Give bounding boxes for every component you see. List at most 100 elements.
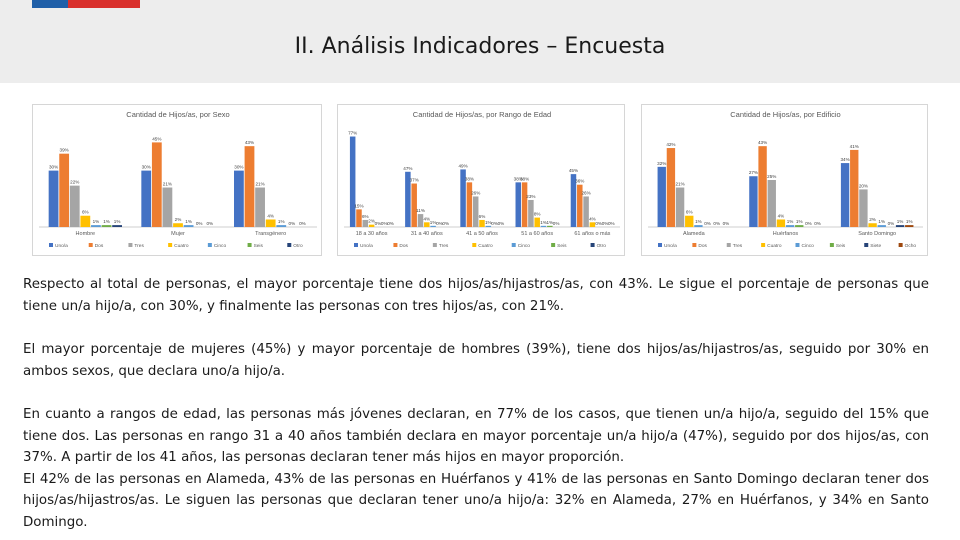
bar <box>80 215 91 227</box>
legend-swatch <box>726 243 731 247</box>
data-label: 20% <box>859 183 868 188</box>
legend-entry: Dos <box>95 243 104 249</box>
data-label: 0% <box>442 221 449 226</box>
legend-entry: Uno/a <box>664 243 677 249</box>
bar <box>265 219 276 227</box>
data-label: 4% <box>267 213 274 218</box>
data-label: 47% <box>403 166 412 171</box>
category-label: Hombre <box>76 231 96 237</box>
legend-swatch <box>658 243 662 247</box>
category-label: Santo Domingo <box>858 231 896 237</box>
legend-entry: Cuatro <box>478 243 493 249</box>
data-label: 41% <box>850 144 859 149</box>
bar <box>472 196 479 227</box>
data-label: 0% <box>381 221 388 226</box>
legend-entry: Dos <box>399 243 408 249</box>
data-label: 21% <box>675 182 684 187</box>
data-label: 38% <box>514 176 523 181</box>
data-label: 2% <box>368 219 375 224</box>
bar <box>411 183 417 227</box>
legend-swatch <box>393 243 398 247</box>
data-label: 4% <box>778 213 785 218</box>
bar <box>151 142 162 227</box>
data-label: 4% <box>589 216 596 221</box>
data-label: 0% <box>491 221 498 226</box>
legend-entry: Otro <box>597 243 607 249</box>
data-label: 1% <box>185 219 192 224</box>
data-label: 23% <box>526 194 535 199</box>
bar <box>877 225 886 227</box>
data-label: 43% <box>245 140 254 145</box>
chart-hijos-por-sexo-svg: Cantidad de Hijos/as, por Sexo 30% 39% 22% 6… <box>39 110 317 249</box>
bar <box>895 225 905 227</box>
bar <box>356 209 362 227</box>
legend-entry: Uno/a <box>360 243 373 249</box>
legend-swatch <box>692 243 697 247</box>
bar <box>48 170 59 227</box>
legend-swatch <box>795 243 800 247</box>
data-label: 1% <box>787 219 794 224</box>
data-label: 1% <box>103 219 110 224</box>
paragraph-edad-text: En cuanto a rangos de edad, las personas… <box>23 407 929 466</box>
legend-swatch <box>128 243 133 247</box>
chart-title: Cantidad de Hijos/as, por Sexo <box>126 110 229 119</box>
data-label: 26% <box>471 190 480 195</box>
data-label: 1% <box>878 219 885 224</box>
legend-swatch <box>511 243 516 247</box>
data-label: 6% <box>82 210 89 215</box>
bar <box>234 170 244 227</box>
category-label: Mujer <box>171 231 185 237</box>
header-bar: II. Análisis Indicadores – Encuesta <box>0 0 960 83</box>
data-label: 32% <box>657 161 666 166</box>
data-label: 1% <box>114 219 121 224</box>
legend-swatch <box>551 243 556 247</box>
data-label: 1% <box>540 220 547 225</box>
bar <box>749 176 758 227</box>
data-label: 15% <box>354 203 363 208</box>
data-label: 30% <box>142 165 151 170</box>
bar <box>485 225 492 227</box>
bar <box>905 225 914 227</box>
chart-hijos-por-edificio: Cantidad de Hijos/as, por Edificio 32% 42%… <box>641 104 928 256</box>
data-label: 1% <box>278 219 285 224</box>
flag-stripe-red <box>68 0 140 8</box>
data-label: 1% <box>546 220 553 225</box>
chart-hijos-por-sexo: Cantidad de Hijos/as, por Sexo 30% 39% 22% 6… <box>32 104 322 256</box>
data-label: 0% <box>436 221 443 226</box>
bar <box>521 182 528 227</box>
bar <box>515 182 522 227</box>
bar <box>141 170 152 227</box>
bar <box>466 182 473 227</box>
data-label: 0% <box>713 221 720 226</box>
bar <box>694 225 703 227</box>
category-label: 31 a 40 años <box>411 231 443 237</box>
paragraph-total: Respecto al total de personas, el mayor … <box>23 274 929 317</box>
legend-entry: Seis <box>254 243 264 249</box>
bar <box>244 146 255 227</box>
legend-swatch <box>207 243 212 247</box>
bar <box>349 136 356 227</box>
bar <box>547 225 553 227</box>
chart-hijos-por-rango-edad-svg: Cantidad de Hijos/as, por Rango de Edad 7… <box>344 110 620 249</box>
bar <box>479 219 485 227</box>
data-label: 1% <box>93 219 100 224</box>
category-label: Transgénero <box>255 231 286 237</box>
legend-entry: Siete <box>870 243 881 249</box>
legend-swatch <box>761 243 766 247</box>
data-label: 1% <box>430 220 437 225</box>
bar <box>405 171 411 227</box>
legend-swatch <box>898 243 903 247</box>
legend-entry: Cinco <box>214 243 227 249</box>
data-label: 6% <box>686 210 693 215</box>
category-label: Alameda <box>683 231 706 237</box>
flag-stripe-blue <box>32 0 68 8</box>
legend-entry: Seis <box>557 243 567 249</box>
data-label: 1% <box>906 219 913 224</box>
bar <box>173 223 183 227</box>
legend-entry: Otro <box>293 243 303 249</box>
legend-entry: Uno/a <box>55 243 68 249</box>
data-label: 21% <box>255 182 264 187</box>
data-label: 36% <box>575 179 584 184</box>
bar <box>69 185 80 227</box>
bar <box>417 214 424 227</box>
